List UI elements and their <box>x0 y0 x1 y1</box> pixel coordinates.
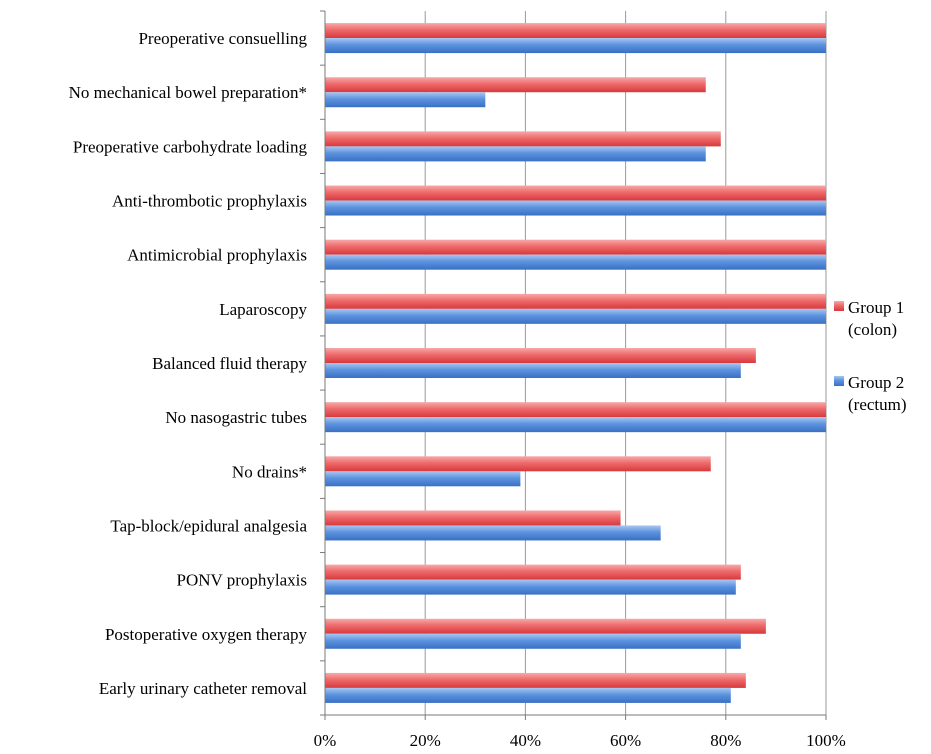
x-tick-label: 80% <box>710 731 741 749</box>
bar-group-1-1 <box>325 23 826 39</box>
bar-group-2-5 <box>325 254 826 270</box>
bar-group-2-12 <box>325 633 741 649</box>
category-label: No mechanical bowel preparation* <box>69 83 307 102</box>
category-label: Balanced fluid therapy <box>152 354 307 373</box>
category-label: Preoperative carbohydrate loading <box>73 137 308 156</box>
legend: Group 1 (colon) Group 2 (rectum) <box>834 298 907 414</box>
category-label: No drains* <box>232 462 307 481</box>
category-label: PONV prophylaxis <box>177 571 308 590</box>
legend-label: Group 1 <box>848 298 904 317</box>
bar-group-2-2 <box>325 92 486 108</box>
legend-label: (colon) <box>848 320 897 339</box>
legend-swatch-group-1 <box>834 301 844 311</box>
bar-group-1-12 <box>325 618 766 634</box>
bar-group-1-4 <box>325 185 826 201</box>
legend-swatch-group-2 <box>834 376 844 386</box>
category-label: Laparoscopy <box>219 300 307 319</box>
bar-group-2-8 <box>325 417 826 433</box>
bar-group-1-6 <box>325 293 826 309</box>
bar-group-2-3 <box>325 146 706 162</box>
x-tick-label: 40% <box>510 731 541 749</box>
bar-group-1-2 <box>325 77 706 93</box>
bar-group-2-4 <box>325 200 826 216</box>
x-tick-label: 60% <box>610 731 641 749</box>
x-tick-label: 100% <box>806 731 846 749</box>
bar-group-2-9 <box>325 471 521 487</box>
bar-group-1-8 <box>325 402 826 418</box>
x-tick-label: 0% <box>314 731 337 749</box>
bar-group-1-9 <box>325 456 711 472</box>
labels: Preoperative consuelling No mechanical bo… <box>69 29 846 750</box>
category-label: Postoperative oxygen therapy <box>105 625 308 644</box>
category-label: Early urinary catheter removal <box>99 679 307 698</box>
category-label: No nasogastric tubes <box>165 408 307 427</box>
category-label: Anti-thrombotic prophylaxis <box>112 192 307 211</box>
axes <box>320 10 827 720</box>
x-tick-label: 20% <box>410 731 441 749</box>
category-label: Tap-block/epidural analgesia <box>110 516 307 535</box>
bar-group-1-7 <box>325 348 756 363</box>
legend-label: (rectum) <box>848 395 907 414</box>
bar-group-1-3 <box>325 131 721 147</box>
bar-group-1-5 <box>325 239 826 255</box>
legend-label: Group 2 <box>848 373 904 392</box>
bar-group-2-11 <box>325 579 736 595</box>
bar-group-1-10 <box>325 510 621 526</box>
bar-group-1-13 <box>325 672 746 688</box>
bars <box>325 23 826 703</box>
bar-group-1-11 <box>325 564 741 580</box>
bar-group-2-7 <box>325 363 741 378</box>
category-label: Antimicrobial prophylaxis <box>127 246 307 265</box>
bar-group-2-10 <box>325 525 661 541</box>
category-label: Preoperative consuelling <box>138 29 307 48</box>
bar-group-2-13 <box>325 687 731 703</box>
bar-group-2-1 <box>325 38 826 54</box>
bar-group-2-6 <box>325 308 826 324</box>
